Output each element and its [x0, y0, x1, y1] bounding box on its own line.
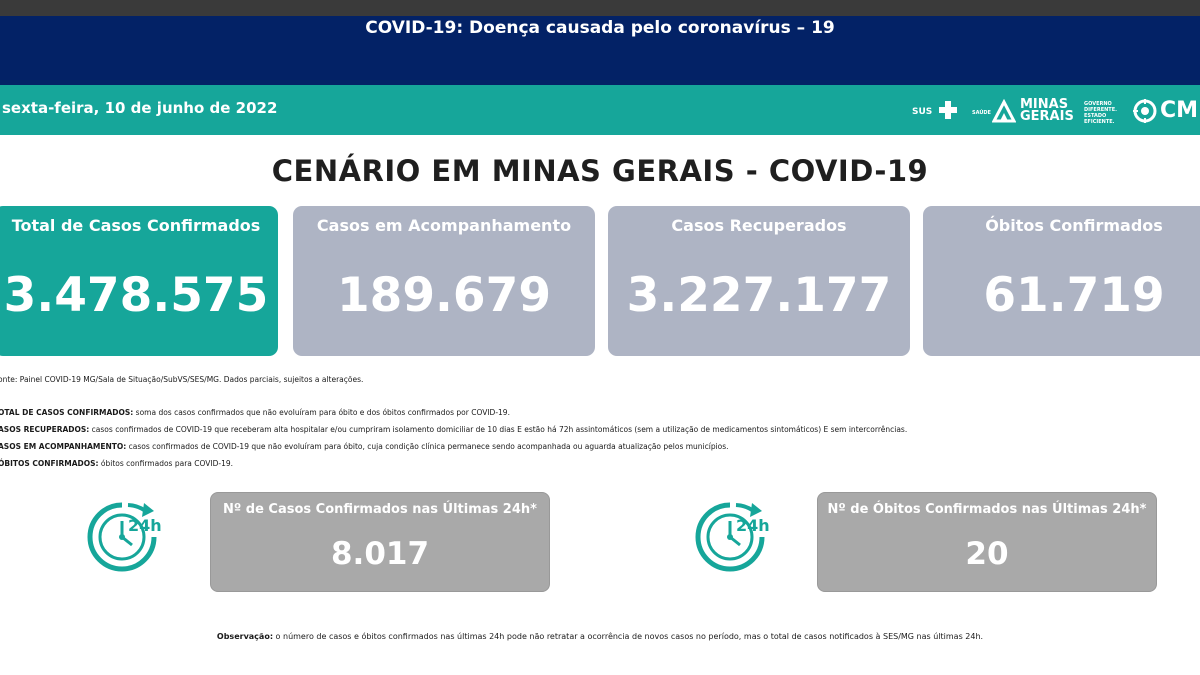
- observation-term: Observação:: [216, 632, 274, 641]
- governo-slogan: GOVERNO DIFERENTE. ESTADO EFICIENTE.: [1084, 101, 1118, 125]
- card-label: Casos em Acompanhamento: [316, 216, 572, 235]
- card-recovered: Casos Recuperados 3.227.177: [608, 206, 910, 356]
- card-label: Total de Casos Confirmados: [11, 216, 261, 235]
- mg-line-1: MINAS: [1020, 97, 1069, 112]
- gov-line-1: GOVERNO: [1084, 101, 1112, 107]
- minas-gerais-wordmark: MINAS GERAIS: [1020, 97, 1080, 124]
- definition-monitoring: ASOS EM ACOMPANHAMENTO: casos confirmado…: [0, 442, 729, 451]
- clock-label: 24h: [736, 516, 770, 535]
- gov-line-3: ESTADO: [1084, 113, 1107, 119]
- clock-label: 24h: [128, 516, 162, 535]
- clock-24h-icon: 24h: [695, 502, 770, 572]
- date-bar: sexta-feira, 10 de junho de 2022 SUS SAÚ…: [0, 85, 1200, 135]
- card-value: 3.227.177: [626, 268, 892, 323]
- gov-line-2: DIFERENTE.: [1084, 107, 1118, 113]
- deaths-24h-box: Nº de Óbitos Confirmados nas Últimas 24h…: [817, 492, 1157, 592]
- definition-term: OTAL DE CASOS CONFIRMADOS:: [0, 408, 134, 417]
- minas-gerais-logo-icon: [992, 99, 1016, 123]
- page-title: CENÁRIO EM MINAS GERAIS - COVID-19: [271, 154, 929, 188]
- source-note: onte: Painel COVID-19 MG/Sala de Situaçã…: [0, 375, 364, 384]
- definition-term: ÓBITOS CONFIRMADOS:: [0, 459, 99, 468]
- definition-total: OTAL DE CASOS CONFIRMADOS: soma dos caso…: [0, 408, 510, 417]
- definition-deaths: ÓBITOS CONFIRMADOS: óbitos confirmados p…: [0, 459, 233, 468]
- top-strip: [0, 0, 1200, 16]
- report-date: sexta-feira, 10 de junho de 2022: [2, 99, 278, 117]
- definition-term: ASOS EM ACOMPANHAMENTO:: [0, 442, 127, 451]
- sus-logo-text: SUS: [912, 107, 933, 117]
- mg-line-2: GERAIS: [1020, 109, 1074, 124]
- header-title: COVID-19: Doença causada pelo coronavíru…: [365, 18, 835, 38]
- gov-line-4: EFICIENTE.: [1084, 119, 1115, 125]
- saude-text: SAÚDE: [972, 110, 991, 116]
- card-label: Casos Recuperados: [671, 216, 847, 235]
- sus-cross-icon: [939, 101, 957, 119]
- card-label: Óbitos Confirmados: [985, 216, 1163, 235]
- header-bar: COVID-19: Doença causada pelo coronavíru…: [0, 16, 1200, 85]
- cases-24h-value: 8.017: [330, 536, 430, 572]
- observation-note: Observação: o número de casos e óbitos c…: [0, 632, 1200, 641]
- definition-text: óbitos confirmados para COVID-19.: [98, 459, 234, 468]
- definition-text: soma dos casos confirmados que não evolu…: [133, 408, 510, 417]
- definition-text: casos confirmados de COVID-19 que não ev…: [126, 442, 729, 451]
- card-value: 189.679: [336, 268, 552, 323]
- definition-recovered: ASOS RECUPERADOS: casos confirmados de C…: [0, 425, 907, 434]
- observation-text: o número de casos e óbitos confirmados n…: [273, 632, 984, 641]
- deaths-24h-label: Nº de Óbitos Confirmados nas Últimas 24h…: [827, 502, 1147, 517]
- cm-logo-icon: [1133, 99, 1157, 123]
- definition-text: casos confirmados de COVID-19 que recebe…: [89, 425, 908, 434]
- clock-24h-icon: 24h: [87, 502, 162, 572]
- cm-wordmark: CM: [1160, 98, 1199, 123]
- card-in-monitoring: Casos em Acompanhamento 189.679: [293, 206, 595, 356]
- logos-group: SUS SAÚDE MINAS GERAIS GOVERNO DIFERENTE…: [912, 96, 1200, 126]
- cases-24h-box: Nº de Casos Confirmados nas Últimas 24h*…: [210, 492, 550, 592]
- card-value: 3.478.575: [3, 268, 269, 323]
- card-deaths: Óbitos Confirmados 61.719: [923, 206, 1200, 356]
- deaths-24h-value: 20: [965, 536, 1009, 572]
- card-total-confirmed: Total de Casos Confirmados 3.478.575: [0, 206, 278, 356]
- cases-24h-label: Nº de Casos Confirmados nas Últimas 24h*: [223, 502, 537, 517]
- definition-term: ASOS RECUPERADOS:: [0, 425, 90, 434]
- card-value: 61.719: [983, 268, 1165, 323]
